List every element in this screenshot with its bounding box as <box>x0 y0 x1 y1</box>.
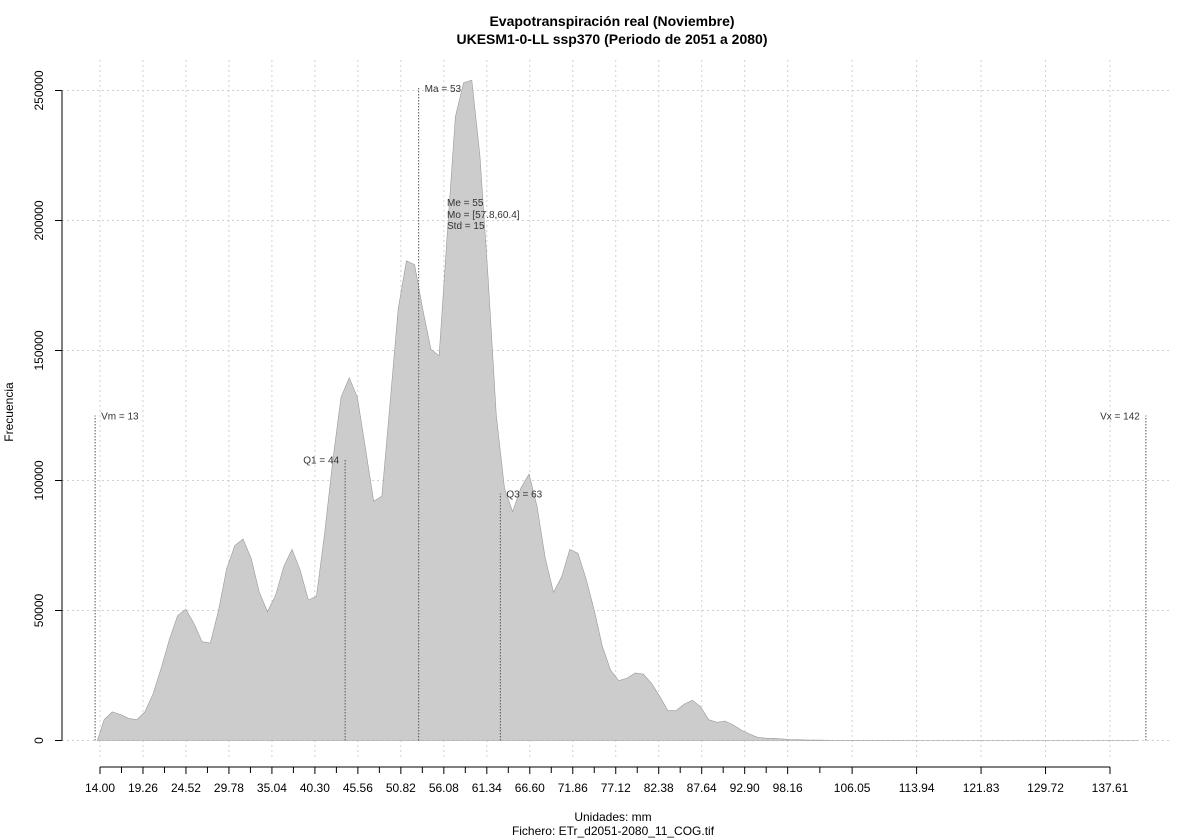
vline-label-q3: Q3 = 63 <box>506 490 542 501</box>
y-axis-label: Frecuencia <box>2 382 16 442</box>
y-tick-label-2: 100000 <box>32 460 46 500</box>
x-tick-label-0: 14.00 <box>85 781 115 795</box>
vline-label-ma: Ma = 53 <box>425 84 462 95</box>
x-axis-label: Unidades: mm <box>574 810 651 824</box>
x-tick-label-16: 98.16 <box>773 781 803 795</box>
vline-label-q1: Q1 = 44 <box>303 456 339 467</box>
x-tick-label-9: 61.34 <box>472 781 502 795</box>
stat-std: Std = 15 <box>447 221 485 232</box>
x-tick-label-12: 77.12 <box>601 781 631 795</box>
footer-filename: Fichero: ETr_d2051-2080_11_COG.tif <box>512 824 715 838</box>
stat-median: Me = 55 <box>447 198 484 209</box>
x-tick-label-4: 35.04 <box>257 781 287 795</box>
x-tick-label-13: 82.38 <box>644 781 674 795</box>
grid <box>62 60 1170 760</box>
stat-mode: Mo = [57.8,60.4] <box>447 210 520 221</box>
x-tick-label-19: 121.83 <box>963 781 1000 795</box>
y-axis: 0 50000 100000 150000 200000 250000 <box>32 70 63 744</box>
reference-lines: Vm = 13 Q1 = 44 Ma = 53 Q3 = 63 Vx = 142 <box>94 84 1147 741</box>
x-tick-label-21: 137.61 <box>1092 781 1129 795</box>
y-tick-label-0: 0 <box>32 737 46 744</box>
vline-label-vx: Vx = 142 <box>1100 412 1140 423</box>
x-tick-label-10: 66.60 <box>515 781 545 795</box>
y-tick-label-3: 150000 <box>32 330 46 370</box>
chart-title: Evapotranspiración real (Noviembre) <box>489 13 734 29</box>
x-tick-label-3: 29.78 <box>214 781 244 795</box>
x-tick-label-11: 71.86 <box>558 781 588 795</box>
y-tick-label-4: 200000 <box>32 200 46 240</box>
x-tick-label-6: 45.56 <box>343 781 373 795</box>
vline-label-vm: Vm = 13 <box>101 412 139 423</box>
chart-subtitle: UKESM1-0-LL ssp370 (Periodo de 2051 a 20… <box>457 31 768 47</box>
x-tick-label-17: 106.05 <box>834 781 871 795</box>
x-tick-label-20: 129.72 <box>1027 781 1064 795</box>
x-axis: 14.00 19.26 24.52 29.78 35.04 40.30 45.56 50.82… <box>85 766 1129 795</box>
x-tick-label-2: 24.52 <box>171 781 201 795</box>
x-tick-label-14: 87.64 <box>687 781 717 795</box>
x-tick-label-15: 92.90 <box>730 781 760 795</box>
frequency-area <box>97 79 1138 741</box>
x-tick-label-8: 56.08 <box>429 781 459 795</box>
x-tick-label-18: 113.94 <box>899 781 935 795</box>
y-tick-label-1: 50000 <box>32 593 46 627</box>
x-tick-label-5: 40.30 <box>300 781 330 795</box>
x-tick-label-1: 19.26 <box>128 781 158 795</box>
y-tick-label-5: 250000 <box>32 70 46 110</box>
x-tick-label-7: 50.82 <box>386 781 416 795</box>
